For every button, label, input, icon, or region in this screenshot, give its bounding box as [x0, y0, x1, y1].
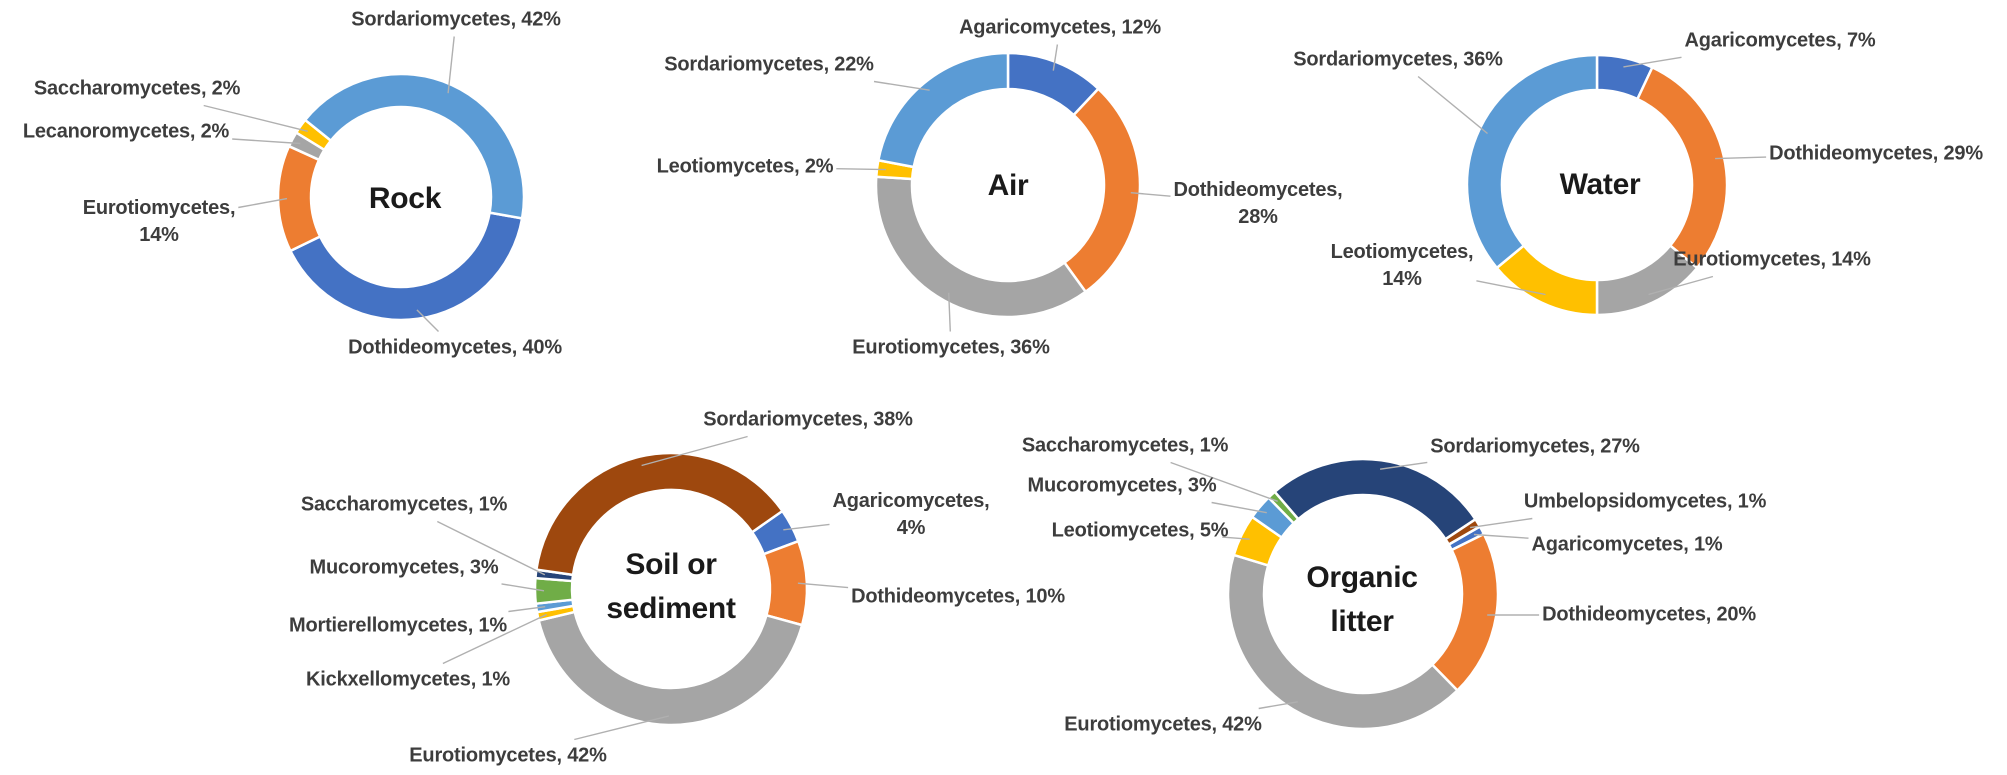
slice-label-line: Dothideomycetes, [1173, 179, 1343, 201]
donut-slice-organic-sordariomycetes [1273, 457, 1477, 541]
leader-line-air-eurotiomycetes [948, 292, 951, 332]
donut-slice-organic-dothideomycetes [1431, 532, 1500, 692]
slice-label-line: 14% [139, 224, 179, 246]
leader-line-soil-mortierellomycetes [508, 606, 546, 613]
leader-line-organic-eurotiomycetes [1258, 701, 1298, 710]
leader-line-soil-dothideomycetes [797, 582, 849, 589]
slice-label-rock-eurotiomycetes: Eurotiomycetes, 14% [83, 195, 236, 249]
slice-label-air-dothideomycetes: Dothideomycetes, 28% [1173, 177, 1342, 231]
donut-slice-air-dothideomycetes [1063, 87, 1142, 294]
leader-line-rock-dothideomycetes [416, 309, 439, 332]
donut-slice-organic-eurotiomycetes [1226, 553, 1459, 731]
leader-line-rock-eurotiomycetes [238, 197, 288, 209]
donut-slice-organic-umbelopsidomycetes [1444, 518, 1482, 546]
slice-label-organic-dothideomycetes: Dothideomycetes, 20% [1542, 603, 1756, 626]
slice-label-line: 28% [1238, 206, 1278, 228]
slice-label-rock-saccharomycetes: Saccharomycetes, 2% [33, 77, 241, 100]
slice-label-soil-agaricomycetes: Agaricomycetes, 4% [832, 488, 989, 542]
chart-title-water: Water [1559, 168, 1641, 201]
slice-label-soil-mortierellomycetes: Mortierellomycetes, 1% [289, 614, 507, 637]
slice-label-line: 14% [1382, 268, 1422, 290]
chart-title-air: Air [987, 169, 1029, 202]
slice-label-water-eurotiomycetes: Eurotiomycetes, 14% [1673, 248, 1871, 271]
chart-title-line: sediment [606, 592, 736, 625]
leader-line-organic-sordariomycetes [1380, 461, 1428, 470]
slice-label-water-sordariomycetes: Sordariomycetes, 36% [1293, 48, 1503, 71]
slice-label-air-leotiomycetes: Leotiomycetes, 2% [656, 155, 834, 178]
chart-title-line: Soil or [625, 548, 717, 581]
leader-line-air-leotiomycetes [836, 168, 887, 171]
slice-label-rock-sordariomycetes: Sordariomycetes, 42% [351, 8, 561, 31]
donut-slice-rock-sordariomycetes [303, 72, 526, 220]
chart-title-rock: Rock [368, 182, 442, 215]
leader-line-water-dothideomycetes [1715, 156, 1767, 160]
leader-line-air-agaricomycetes [1052, 44, 1059, 71]
slice-label-water-dothideomycetes: Dothideomycetes, 29% [1769, 142, 1983, 165]
leader-line-soil-eurotiomycetes [574, 715, 669, 741]
donut-slice-soil-sordariomycetes [535, 451, 784, 577]
slice-label-soil-mucoromycetes: Mucoromycetes, 3% [309, 556, 499, 579]
leader-line-water-agaricomycetes [1623, 56, 1682, 68]
slice-label-rock-dothideomycetes: Dothideomycetes, 40% [348, 336, 562, 359]
slice-label-air-sordariomycetes: Sordariomycetes, 22% [664, 53, 874, 76]
leader-line-organic-umbelopsidomycetes [1469, 517, 1533, 529]
leader-line-rock-sordariomycetes [447, 36, 455, 94]
leader-line-soil-agaricomycetes [783, 523, 830, 531]
slice-label-air-eurotiomycetes: Eurotiomycetes, 36% [852, 336, 1050, 359]
slice-label-organic-mucoromycetes: Mucoromycetes, 3% [1027, 474, 1217, 497]
leader-line-water-sordariomycetes [1417, 75, 1488, 135]
leader-line-organic-leotiomycetes [1222, 536, 1250, 540]
chart-title-line: Organic [1306, 561, 1418, 594]
chart-title-line: litter [1330, 605, 1394, 638]
slice-label-line: Leotiomycetes, [1330, 241, 1474, 263]
slice-label-line: Eurotiomycetes, [82, 197, 236, 219]
slice-label-organic-sordariomycetes: Sordariomycetes, 27% [1430, 435, 1640, 458]
slice-label-rock-lecanoromycetes: Lecanoromycetes, 2% [22, 120, 230, 143]
slice-label-organic-leotiomycetes: Leotiomycetes, 5% [1051, 519, 1229, 542]
donut-slice-air-sordariomycetes [877, 51, 1010, 169]
leader-line-soil-sordariomycetes [641, 435, 748, 467]
slice-label-soil-saccharomycetes: Saccharomycetes, 1% [300, 493, 508, 516]
donut-slice-rock-dothideomycetes [289, 211, 524, 322]
leader-line-water-eurotiomycetes [1648, 275, 1714, 296]
slice-label-organic-saccharomycetes: Saccharomycetes, 1% [1021, 434, 1229, 457]
leader-line-organic-saccharomycetes [1170, 461, 1278, 502]
chart-title-soil-or-sediment: Soil or sediment [606, 543, 736, 631]
slice-label-organic-agaricomycetes: Agaricomycetes, 1% [1531, 533, 1723, 556]
slice-label-soil-dothideomycetes: Dothideomycetes, 10% [851, 585, 1065, 608]
donut-slice-air-eurotiomycetes [874, 175, 1087, 319]
slice-label-line: Agaricomycetes, [832, 490, 990, 512]
slice-label-line: 4% [896, 517, 926, 539]
chart-title-organic-litter: Organic litter [1306, 556, 1418, 644]
leader-line-soil-kickxellomycetes [442, 613, 547, 665]
slice-label-water-agaricomycetes: Agaricomycetes, 7% [1684, 29, 1876, 52]
leader-line-air-sordariomycetes [873, 80, 930, 91]
leader-line-air-dothideomycetes [1130, 192, 1171, 197]
slice-label-organic-eurotiomycetes: Eurotiomycetes, 42% [1064, 713, 1262, 736]
leader-line-soil-mucoromycetes [501, 583, 545, 592]
leader-line-organic-mucoromycetes [1211, 501, 1267, 514]
donut-slice-soil-eurotiomycetes [537, 610, 804, 727]
slice-label-water-leotiomycetes: Leotiomycetes, 14% [1331, 239, 1474, 293]
donut-slice-water-sordariomycetes [1465, 53, 1599, 270]
slice-label-air-agaricomycetes: Agaricomycetes, 12% [959, 16, 1161, 39]
slice-label-soil-eurotiomycetes: Eurotiomycetes, 42% [409, 744, 607, 767]
slice-label-soil-sordariomycetes: Sordariomycetes, 38% [703, 408, 913, 431]
leader-line-rock-saccharomycetes [203, 104, 308, 132]
slice-label-soil-kickxellomycetes: Kickxellomycetes, 1% [306, 668, 510, 691]
leader-line-soil-saccharomycetes [436, 520, 546, 576]
leader-line-water-leotiomycetes [1476, 280, 1546, 296]
leader-line-organic-agaricomycetes [1473, 533, 1529, 539]
leader-line-rock-lecanoromycetes [232, 138, 301, 145]
slice-label-organic-umbelopsidomycetes: Umbelopsidomycetes, 1% [1523, 490, 1767, 513]
donut-slice-water-dothideomycetes [1636, 66, 1729, 270]
